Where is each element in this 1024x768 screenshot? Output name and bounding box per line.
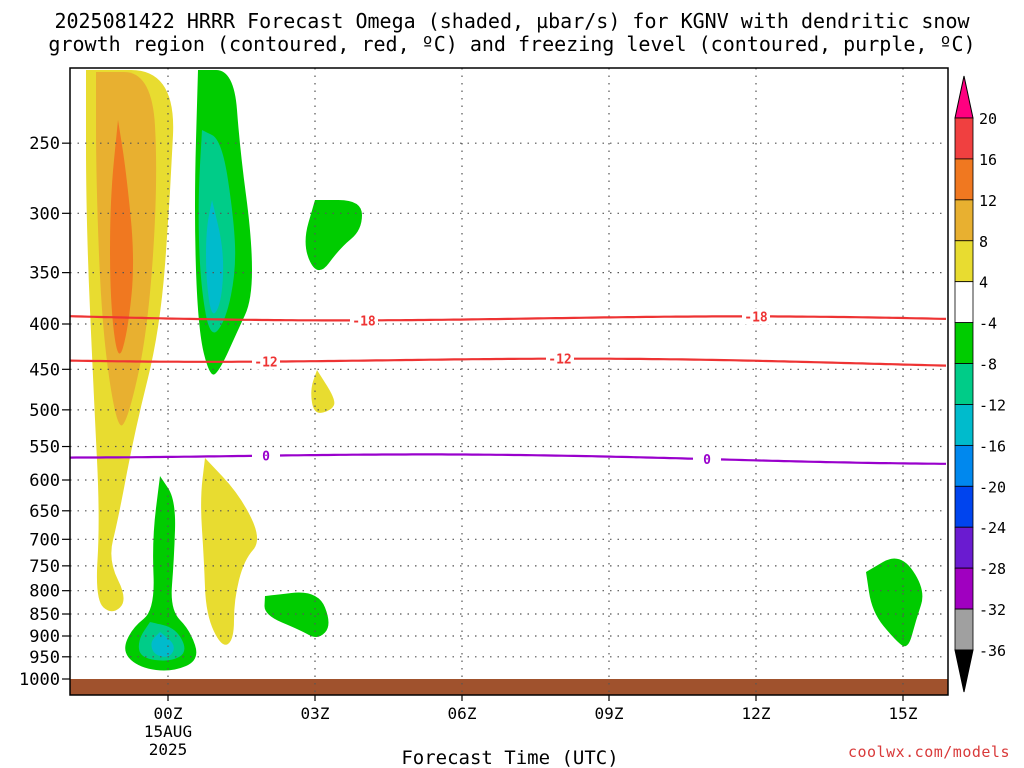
x-tick-label-12Z: 12Z: [742, 704, 771, 723]
y-tick-label-400: 400: [29, 315, 60, 335]
colorbar-tick-label-4: 4: [979, 274, 988, 292]
y-tick-label-800: 800: [29, 582, 60, 602]
colorbar-tick-label-2: 12: [979, 192, 997, 210]
y-tick-label-900: 900: [29, 627, 60, 647]
contour-lines: -18 -18 -12 -12 0 0: [69, 308, 947, 468]
colorbar-tick-label-8: -16: [979, 437, 1006, 455]
colorbar-tick-label-7: -12: [979, 396, 1006, 414]
colorbar-tick-label-6: -8: [979, 356, 997, 374]
downward-motion-base-cyan: [151, 632, 174, 657]
contour-line--12: [69, 357, 947, 367]
downward-motion-blob-green-2: [264, 592, 329, 637]
plot-border: [69, 67, 949, 696]
colorbar-swatch-2: [954, 199, 974, 242]
colorbar-legend: 20 16 12 8 4 -4 -8 -12 -16 -20 -24 -28 -32 -36: [954, 75, 1006, 693]
colorbar-swatch-8: [954, 444, 974, 487]
downward-motion-blob-green-3: [866, 558, 923, 647]
x-tick-label-06Z: 06Z: [448, 704, 477, 723]
chart-title-line2: growth region (contoured, red, ºC) and f…: [48, 32, 976, 56]
x-date-label-1: 2025: [149, 740, 188, 759]
y-tick-label-650: 650: [29, 502, 60, 522]
colorbar-swatch-10: [954, 526, 974, 569]
colorbar-tick-label-10: -24: [979, 519, 1006, 537]
chart-title-line1: 2025081422 HRRR Forecast Omega (shaded, …: [54, 9, 970, 33]
colorbar-swatch-5: [954, 322, 974, 364]
x-tick-label-03Z: 03Z: [301, 704, 330, 723]
upward-motion-lobe-yellow: [201, 458, 258, 645]
plot-frame: [69, 67, 949, 696]
x-tick-label-09Z: 09Z: [595, 704, 624, 723]
contour-line-0: [69, 453, 946, 465]
contour-label-bg: [546, 350, 574, 367]
y-tick-label-450: 450: [29, 360, 60, 380]
colorbar-tick-label-5: -4: [979, 315, 997, 333]
terrain-ground: [70, 679, 948, 695]
colorbar-tick-label-0: 20: [979, 110, 997, 128]
colorbar-arrow-bottom: [954, 649, 974, 693]
colorbar-tick-label-1: 16: [979, 151, 997, 169]
contour-label-3: -12: [548, 353, 571, 368]
downward-motion-blob-green-1: [305, 200, 362, 271]
y-tick-label-250: 250: [29, 134, 60, 154]
colorbar-swatch-1: [954, 158, 974, 201]
y-tick-label-500: 500: [29, 401, 60, 421]
contour-label-2: -12: [254, 356, 277, 371]
y-tick-label-850: 850: [29, 605, 60, 625]
y-tick-label-950: 950: [29, 648, 60, 668]
contour-label-bg: [693, 451, 721, 468]
colorbar-swatch-3: [954, 240, 974, 283]
contour-label-bg: [742, 308, 770, 325]
x-date-label-0: 15AUG: [144, 722, 192, 741]
x-axis-label: Forecast Time (UTC): [401, 747, 618, 768]
colorbar-swatch-6: [954, 363, 974, 405]
colorbar-swatch-11: [954, 567, 974, 610]
x-tick-label-00Z: 00Z: [154, 704, 183, 723]
colorbar-tick-label-9: -20: [979, 478, 1006, 496]
y-tick-label-750: 750: [29, 557, 60, 577]
colorbar-swatch-7: [954, 404, 974, 446]
contour-label-5: 0: [703, 453, 711, 468]
contour-label-bg: [252, 353, 280, 370]
contour-label-1: -18: [744, 310, 768, 325]
plot-area: [70, 68, 948, 695]
y-tick-label-1000: 1000: [19, 670, 60, 690]
y-tick-label-700: 700: [29, 530, 60, 550]
contour-label-bg: [252, 447, 280, 464]
upward-motion-small-yellow: [311, 370, 335, 413]
y-tick-label-300: 300: [29, 204, 60, 224]
upward-motion-peak-orange: [110, 120, 134, 354]
contour-label-0: -18: [352, 314, 376, 329]
colorbar-tick-label-11: -28: [979, 560, 1006, 578]
y-tick-label-600: 600: [29, 471, 60, 491]
downward-motion-base-green: [125, 476, 197, 671]
contour-line--18: [69, 315, 947, 322]
colorbar-tick-label-3: 8: [979, 233, 988, 251]
colorbar-swatch-4: [954, 281, 974, 324]
colorbar-arrow-top: [954, 75, 974, 119]
colorbar-swatch-9: [954, 485, 974, 528]
watermark: coolwx.com/models: [847, 743, 1010, 761]
contour-label-4: 0: [262, 450, 270, 465]
y-axis: 2503003504004505005506006507007508008509…: [19, 134, 70, 690]
y-tick-label-350: 350: [29, 264, 60, 284]
y-tick-label-550: 550: [29, 438, 60, 458]
colorbar-tick-label-12: -32: [979, 601, 1006, 619]
x-tick-label-15Z: 15Z: [889, 704, 918, 723]
contour-label-bg: [350, 312, 378, 329]
colorbar-swatch-0: [954, 117, 974, 160]
colorbar-tick-label-13: -36: [979, 642, 1006, 660]
downward-motion-peak-cyan: [206, 200, 224, 314]
colorbar-swatch-12: [954, 608, 974, 651]
